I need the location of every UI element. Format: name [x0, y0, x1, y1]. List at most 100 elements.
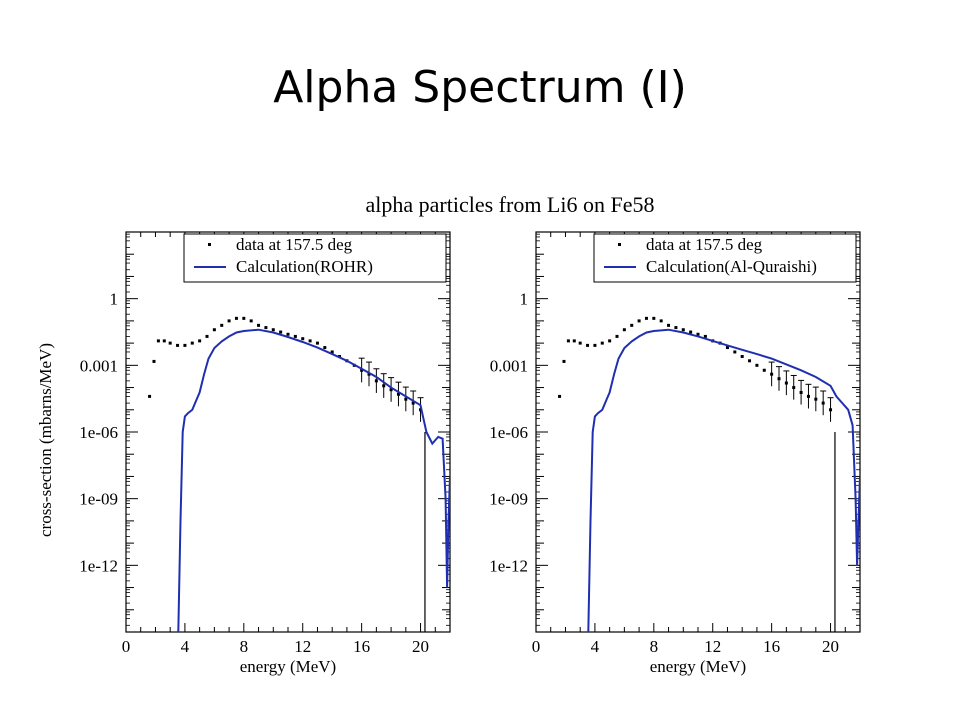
data-point — [566, 339, 570, 343]
data-point — [630, 323, 634, 327]
y-tick-label: 1 — [110, 290, 119, 309]
legend: data at 157.5 deg Calculation(ROHR) — [183, 233, 447, 283]
data-point — [249, 319, 253, 323]
chart-left: 0 4 8 12 16 20 energy (MeV) 1e-12 1e-09 1e-06 0.00… — [79, 231, 451, 676]
data-point — [637, 319, 641, 323]
figure-title: alpha particles from Li6 on Fe58 — [365, 192, 655, 217]
data-point — [293, 334, 297, 338]
data-point — [558, 394, 562, 398]
data-point — [389, 388, 393, 392]
y-axis-label: cross-section (mbarns/MeV) — [36, 342, 55, 538]
data-point — [681, 328, 685, 332]
data-point — [152, 359, 156, 363]
data-point — [586, 343, 590, 347]
data-point — [755, 363, 759, 367]
data-point — [212, 328, 216, 332]
y-tick-label: 1e-12 — [79, 556, 118, 575]
x-axis-label: energy (MeV) — [240, 657, 336, 676]
data-point — [242, 316, 246, 320]
series-line-calculation — [177, 328, 450, 632]
data-point — [762, 368, 766, 372]
legend-swatch-point — [208, 243, 211, 246]
x-tick-label: 12 — [704, 637, 721, 656]
x-tick-label: 20 — [822, 637, 839, 656]
data-point — [286, 332, 290, 336]
data-point — [674, 326, 678, 330]
data-point — [748, 359, 752, 363]
series-line-calculation — [587, 328, 860, 632]
data-point — [821, 401, 825, 405]
legend-box — [183, 233, 447, 283]
series-layer — [558, 316, 860, 632]
data-point — [806, 394, 810, 398]
plot-frame — [535, 231, 861, 633]
data-point — [183, 343, 187, 347]
data-point — [572, 339, 576, 343]
data-point — [411, 401, 415, 405]
data-point — [257, 323, 261, 327]
legend-label: Calculation(ROHR) — [236, 257, 373, 276]
x-tick-label: 0 — [532, 637, 541, 656]
data-point — [162, 339, 166, 343]
y-axis: 1e-12 1e-09 1e-06 0.001 1 — [79, 231, 450, 633]
data-point — [176, 343, 180, 347]
legend-label: data at 157.5 deg — [236, 235, 353, 254]
series-layer — [148, 316, 450, 632]
y-tick-label: 1 — [520, 290, 529, 309]
plot-area: 0 4 8 12 16 20 energy (MeV) 1e-12 1e-09 1e-06 0.00… — [79, 231, 451, 676]
data-point — [198, 339, 202, 343]
data-point — [615, 334, 619, 338]
data-point — [148, 394, 152, 398]
x-tick-label: 0 — [122, 637, 131, 656]
data-point — [234, 316, 238, 320]
data-point — [593, 343, 597, 347]
data-point — [190, 341, 194, 345]
slide-title: Alpha Spectrum (I) — [273, 62, 687, 113]
x-tick-label: 8 — [240, 637, 249, 656]
data-point — [367, 372, 371, 376]
data-point — [608, 339, 612, 343]
y-tick-label: 1e-06 — [489, 423, 528, 442]
y-tick-label: 0.001 — [490, 356, 528, 375]
data-point — [315, 341, 319, 345]
data-point — [829, 408, 833, 412]
x-tick-label: 20 — [412, 637, 429, 656]
data-point — [396, 392, 400, 396]
data-point — [799, 390, 803, 394]
legend: data at 157.5 deg Calculation(Al-Quraishi… — [593, 233, 857, 283]
data-point — [227, 319, 231, 323]
y-tick-label: 1e-09 — [489, 490, 528, 509]
data-point — [323, 346, 327, 350]
data-point — [562, 359, 566, 363]
data-point — [264, 326, 268, 330]
data-point — [600, 341, 604, 345]
chart-right: 0 4 8 12 16 20 energy (MeV) 1e-12 1e-09 1e-06 0.00… — [489, 231, 861, 676]
legend-label: Calculation(Al-Quraishi) — [646, 257, 817, 276]
y-tick-label: 0.001 — [80, 356, 118, 375]
x-tick-label: 16 — [763, 637, 780, 656]
data-point — [404, 397, 408, 401]
x-axis: 0 4 8 12 16 20 energy (MeV) — [122, 232, 451, 676]
data-point — [770, 372, 774, 376]
data-point — [330, 350, 334, 354]
data-point — [689, 330, 693, 334]
data-point — [784, 381, 788, 385]
data-point — [814, 397, 818, 401]
x-tick-label: 4 — [181, 637, 190, 656]
data-point — [659, 319, 663, 323]
y-axis: 1e-12 1e-09 1e-06 0.001 1 — [489, 231, 860, 633]
data-point — [205, 334, 209, 338]
data-point — [301, 337, 305, 341]
data-point — [374, 379, 378, 383]
data-point — [740, 354, 744, 358]
x-tick-label: 16 — [353, 637, 370, 656]
data-point — [725, 346, 729, 350]
data-point — [622, 328, 626, 332]
data-point — [271, 328, 275, 332]
data-point — [578, 341, 582, 345]
x-axis-label: energy (MeV) — [650, 657, 746, 676]
data-point — [652, 316, 656, 320]
legend-box — [593, 233, 857, 283]
y-tick-label: 1e-12 — [489, 556, 528, 575]
data-point — [777, 377, 781, 381]
